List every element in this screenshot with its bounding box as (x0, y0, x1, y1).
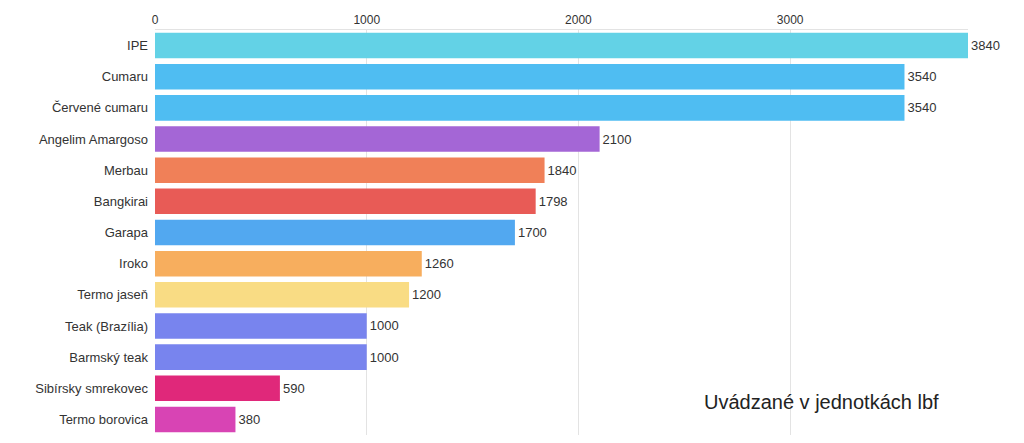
svg-text:1000: 1000 (370, 350, 399, 365)
svg-text:Červené cumaru: Červené cumaru (52, 100, 148, 115)
svg-text:Merbau: Merbau (104, 163, 148, 178)
svg-text:0: 0 (152, 13, 159, 27)
svg-text:590: 590 (283, 381, 305, 396)
svg-text:1200: 1200 (412, 287, 441, 302)
svg-text:Garapa: Garapa (105, 225, 149, 240)
svg-text:Angelim Amargoso: Angelim Amargoso (39, 132, 148, 147)
svg-text:Teak (Brazília): Teak (Brazília) (65, 319, 148, 334)
svg-text:Sibírsky smrekovec: Sibírsky smrekovec (35, 381, 148, 396)
svg-text:3000: 3000 (777, 13, 804, 27)
svg-text:IPE: IPE (127, 38, 148, 53)
svg-text:3540: 3540 (907, 69, 936, 84)
svg-text:1260: 1260 (425, 256, 454, 271)
svg-text:Termo jaseň: Termo jaseň (77, 287, 148, 302)
svg-text:1000: 1000 (353, 13, 380, 27)
svg-text:Termo borovica: Termo borovica (59, 412, 149, 427)
svg-text:380: 380 (238, 412, 260, 427)
svg-text:Iroko: Iroko (119, 256, 148, 271)
svg-text:1840: 1840 (548, 163, 577, 178)
svg-text:Barmský teak: Barmský teak (69, 350, 148, 365)
svg-text:Bangkirai: Bangkirai (94, 194, 148, 209)
svg-text:3540: 3540 (907, 100, 936, 115)
svg-text:1700: 1700 (518, 225, 547, 240)
svg-text:2000: 2000 (565, 13, 592, 27)
svg-text:Cumaru: Cumaru (102, 69, 148, 84)
svg-text:3840: 3840 (971, 38, 1000, 53)
svg-text:2100: 2100 (603, 132, 632, 147)
svg-text:1000: 1000 (370, 318, 399, 333)
svg-text:1798: 1798 (539, 194, 568, 209)
svg-text:Uvádzané v jednotkách lbf: Uvádzané v jednotkách lbf (704, 391, 939, 413)
